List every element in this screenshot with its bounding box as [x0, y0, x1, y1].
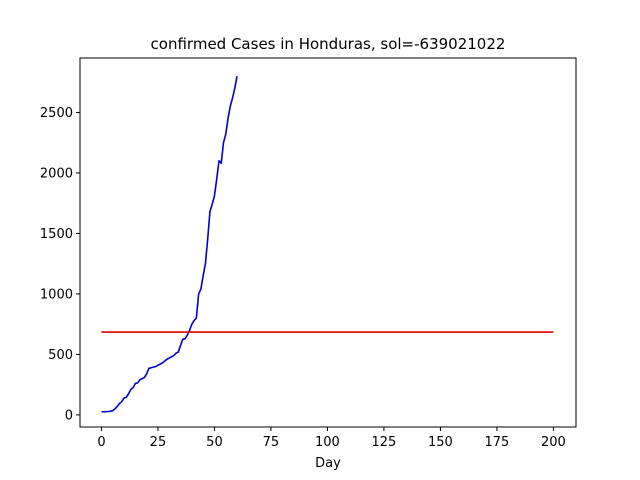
- x-tick-label: 175: [484, 435, 509, 450]
- axes-frame: [79, 57, 577, 428]
- x-axis-label: Day: [315, 456, 341, 471]
- x-tick-label: 200: [541, 435, 566, 450]
- y-tick-label: 2000: [40, 166, 73, 181]
- y-tick-label: 500: [48, 348, 73, 363]
- plot-area: [101, 76, 554, 413]
- chart-title: confirmed Cases in Honduras, sol=-639021…: [151, 35, 506, 53]
- x-tick-label: 50: [206, 435, 223, 450]
- x-tick-label: 125: [372, 435, 397, 450]
- x-axis-ticks: 0 25 50 75 100 125 150 175 200: [97, 427, 566, 450]
- cases-series-line: [101, 76, 238, 413]
- y-tick-label: 1500: [40, 227, 73, 242]
- x-tick-label: 100: [315, 435, 340, 450]
- y-tick-label: 2500: [40, 106, 73, 121]
- x-tick-label: 25: [150, 435, 167, 450]
- x-tick-label: 150: [428, 435, 453, 450]
- y-tick-label: 1000: [40, 287, 73, 302]
- x-tick-label: 75: [263, 435, 280, 450]
- y-axis-ticks: 0 500 1000 1500 2000 2500: [40, 106, 80, 423]
- y-tick-label: 0: [65, 408, 73, 423]
- x-tick-label: 0: [97, 435, 105, 450]
